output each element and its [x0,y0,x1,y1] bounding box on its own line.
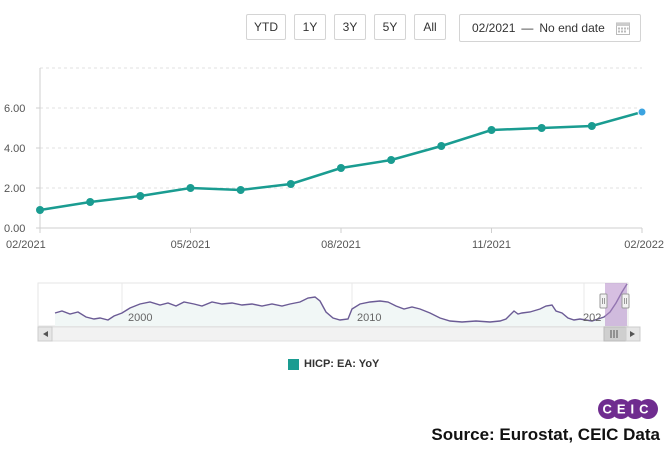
data-point[interactable] [637,107,647,117]
range-5y-button[interactable]: 5Y [374,14,406,40]
legend-swatch [288,358,299,370]
source-note: Source: Eurostat, CEIC Data [431,425,660,444]
y-tick-label: 6.00 [4,103,25,115]
data-point[interactable] [337,164,345,172]
date-range-picker[interactable]: 02/2021 — No end date [459,14,641,42]
svg-text:CEIC: CEIC [602,402,653,417]
navigator-handle-left[interactable] [599,293,608,309]
x-tick-label: 02/2021 [6,239,46,251]
navigator-year-label: 2010 [357,312,381,324]
navigator-area [55,284,627,326]
data-point[interactable] [537,124,546,132]
x-tick-label: 02/2022 [624,239,664,251]
data-point[interactable] [236,186,245,194]
navigator-line [54,283,628,323]
navigator-year-label: 2000 [128,312,152,324]
range-ytd-button[interactable]: YTD [246,14,286,40]
x-tick-label: 05/2021 [171,239,211,251]
data-point[interactable] [286,180,295,188]
data-point[interactable] [437,142,446,150]
y-tick-label: 4.00 [4,143,25,155]
ceic-logo: CEIC [598,399,658,419]
data-point[interactable] [186,184,195,192]
scrollbar-thumb[interactable] [603,326,627,342]
x-tick-label: 11/2021 [472,239,511,251]
navigator-selection[interactable] [605,283,627,326]
range-1y-button[interactable]: 1Y [294,14,326,40]
data-point[interactable] [387,156,396,164]
navigator-year-label: 202 [583,312,601,324]
data-point[interactable] [136,192,145,200]
data-point[interactable] [587,122,596,130]
range-3y-button[interactable]: 3Y [334,14,366,40]
range-all-button[interactable]: All [414,14,446,40]
navigator[interactable]: 2000 2010 202 [0,0,666,350]
legend[interactable]: HICP: EA: YoY [288,358,379,370]
date-from: 02/2021 [472,21,516,35]
navigator-scrollbar[interactable] [37,326,631,342]
arrow-left-icon [43,331,48,337]
y-tick-label: 0.00 [4,223,25,235]
legend-label: HICP: EA: YoY [304,358,380,370]
data-point[interactable] [487,126,496,134]
data-point[interactable] [36,206,44,214]
navigator-handle-right[interactable] [621,293,630,309]
arrow-right-icon [630,331,635,337]
y-tick-label: 2.00 [4,183,25,195]
data-point[interactable] [86,198,95,206]
x-tick-label: 08/2021 [321,239,361,251]
line-chart: 0.00 2.00 4.00 6.00 02/2021 05/2021 08/2021 11… [4,67,664,251]
calendar-icon[interactable] [616,21,630,35]
date-to: No end date [539,21,605,35]
